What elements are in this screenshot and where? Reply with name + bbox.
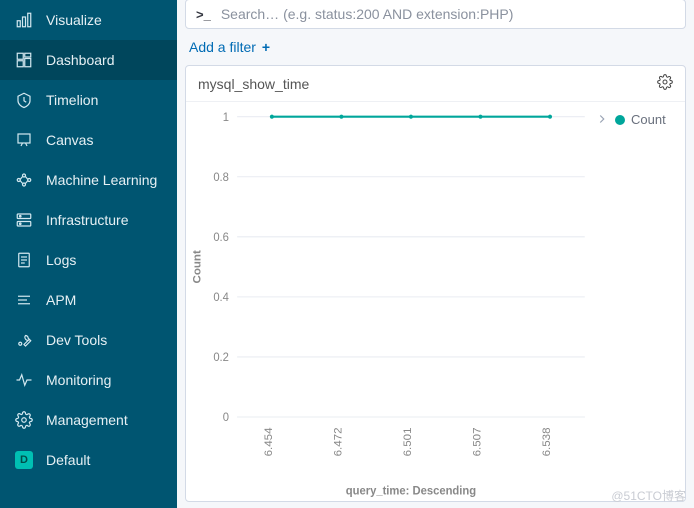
management-icon bbox=[12, 411, 36, 429]
svg-text:6.507: 6.507 bbox=[472, 428, 484, 457]
svg-text:6.538: 6.538 bbox=[541, 428, 553, 457]
sidebar-item-logs[interactable]: Logs bbox=[0, 240, 177, 280]
svg-text:Count: Count bbox=[191, 250, 203, 283]
legend-color-dot bbox=[615, 115, 625, 125]
search-prompt-icon: >_ bbox=[196, 7, 211, 22]
sidebar-item-label: Dashboard bbox=[46, 52, 115, 68]
sidebar-item-machine-learning[interactable]: Machine Learning bbox=[0, 160, 177, 200]
svg-text:6.454: 6.454 bbox=[263, 428, 275, 457]
sidebar-item-dashboard[interactable]: Dashboard bbox=[0, 40, 177, 80]
sidebar-item-label: Visualize bbox=[46, 12, 102, 28]
devtools-icon bbox=[12, 331, 36, 349]
panel-settings-button[interactable] bbox=[657, 74, 673, 93]
svg-text:0.4: 0.4 bbox=[213, 292, 229, 304]
sidebar-item-timelion[interactable]: Timelion bbox=[0, 80, 177, 120]
visualization-panel: mysql_show_time 0 0.2 0.4 0.6 0.8 1 6.454 6.472… bbox=[185, 65, 686, 502]
search-input[interactable] bbox=[221, 6, 675, 22]
panel-header: mysql_show_time bbox=[186, 66, 685, 102]
sidebar: Visualize Dashboard Timelion Canvas Machine … bbox=[0, 0, 177, 508]
sidebar-item-infrastructure[interactable]: Infrastructure bbox=[0, 200, 177, 240]
sidebar-item-label: Timelion bbox=[46, 92, 98, 108]
sidebar-item-label: Management bbox=[46, 412, 128, 428]
svg-text:1: 1 bbox=[223, 112, 229, 124]
chart-area: 0 0.2 0.4 0.6 0.8 1 6.454 6.472 6.501 6.507 6.538 q… bbox=[186, 102, 595, 501]
monitoring-icon bbox=[12, 371, 36, 389]
ml-icon bbox=[12, 171, 36, 189]
sidebar-item-label: APM bbox=[46, 292, 76, 308]
svg-text:query_time: Descending: query_time: Descending bbox=[346, 486, 476, 498]
svg-text:6.472: 6.472 bbox=[333, 428, 345, 457]
search-bar[interactable]: >_ bbox=[185, 0, 686, 29]
sidebar-item-default[interactable]: D Default bbox=[0, 440, 177, 480]
svg-text:0: 0 bbox=[223, 412, 229, 424]
logs-icon bbox=[12, 251, 36, 269]
dashboard-icon bbox=[12, 51, 36, 69]
chart-legend: Count bbox=[595, 102, 685, 501]
infra-icon bbox=[12, 211, 36, 229]
space-badge: D bbox=[15, 451, 33, 469]
sidebar-item-management[interactable]: Management bbox=[0, 400, 177, 440]
sidebar-item-apm[interactable]: APM bbox=[0, 280, 177, 320]
add-filter-label: Add a filter bbox=[189, 39, 256, 55]
svg-text:0.6: 0.6 bbox=[213, 232, 229, 244]
sidebar-item-label: Canvas bbox=[46, 132, 93, 148]
sidebar-item-monitoring[interactable]: Monitoring bbox=[0, 360, 177, 400]
svg-text:0.2: 0.2 bbox=[213, 352, 229, 364]
sidebar-item-dev-tools[interactable]: Dev Tools bbox=[0, 320, 177, 360]
sidebar-item-label: Default bbox=[46, 452, 90, 468]
legend-label: Count bbox=[631, 112, 666, 127]
main-area: >_ Add a filter + mysql_show_time 0 0.2 0.… bbox=[177, 0, 694, 508]
sidebar-item-visualize[interactable]: Visualize bbox=[0, 0, 177, 40]
sidebar-item-label: Logs bbox=[46, 252, 76, 268]
panel-body: 0 0.2 0.4 0.6 0.8 1 6.454 6.472 6.501 6.507 6.538 q… bbox=[186, 102, 685, 501]
panel-title: mysql_show_time bbox=[198, 76, 309, 92]
sidebar-item-canvas[interactable]: Canvas bbox=[0, 120, 177, 160]
svg-text:6.501: 6.501 bbox=[402, 428, 414, 457]
canvas-icon bbox=[12, 131, 36, 149]
legend-collapse-icon[interactable] bbox=[595, 112, 609, 129]
default-badge-icon: D bbox=[12, 451, 36, 469]
sidebar-item-label: Dev Tools bbox=[46, 332, 107, 348]
timelion-icon bbox=[12, 91, 36, 109]
apm-icon bbox=[12, 291, 36, 309]
sidebar-item-label: Monitoring bbox=[46, 372, 111, 388]
visualize-icon bbox=[12, 11, 36, 29]
sidebar-item-label: Machine Learning bbox=[46, 172, 157, 188]
plus-icon: + bbox=[262, 39, 270, 55]
add-filter-link[interactable]: Add a filter + bbox=[189, 39, 270, 55]
svg-text:0.8: 0.8 bbox=[213, 172, 229, 184]
sidebar-item-label: Infrastructure bbox=[46, 212, 128, 228]
filter-row: Add a filter + bbox=[185, 29, 686, 65]
